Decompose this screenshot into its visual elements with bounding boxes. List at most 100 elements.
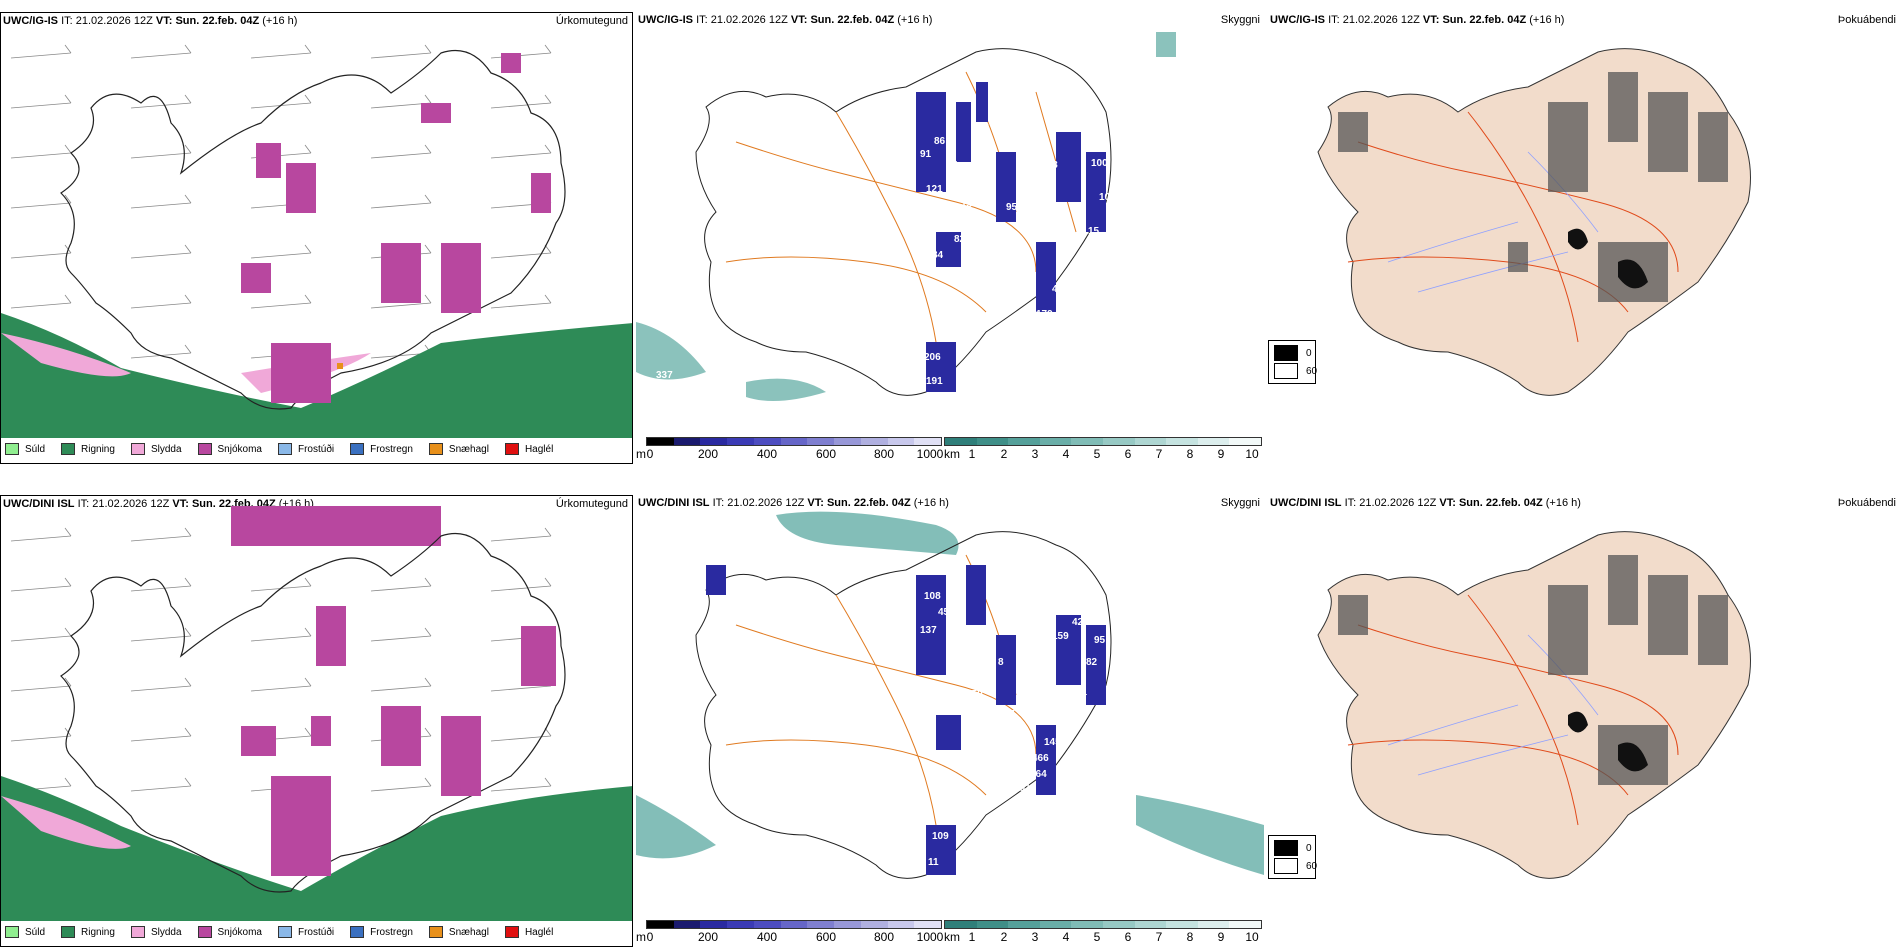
cloud-label: 82	[954, 234, 966, 245]
cloud-label: 42	[998, 116, 1010, 127]
cloudbase-unit: m	[636, 447, 646, 461]
cloud-label: 11	[1106, 212, 1117, 223]
cloud-label: 133	[998, 270, 1015, 281]
cloud-visibility-panel-top: UWC/IG-IS IT: 21.02.2026 12Z VT: Sun. 22…	[636, 12, 1264, 462]
cloud-label: 101	[1099, 192, 1116, 203]
cloud-label: 95	[1006, 202, 1018, 213]
cloud-label: 45	[938, 607, 950, 618]
panel-header: UWC/IG-IS IT: 21.02.2026 12Z VT: Sun. 22…	[638, 14, 933, 26]
cloud-label: 15	[946, 639, 958, 650]
cloud-label: 187	[998, 709, 1015, 720]
cloud-label: 410	[1052, 284, 1069, 295]
cloud-label: 82	[1086, 657, 1098, 668]
fog-index-panel-top: UWC/IG-IS IT: 21.02.2026 12Z VT: Sun. 22…	[1268, 12, 1900, 462]
cloud-label: 149	[1034, 595, 1051, 606]
legend-item-rigning: Rigning	[61, 443, 115, 455]
visibility-colorbar: km 1 2 3 4 5 6 7 8 9 10	[944, 437, 1262, 461]
cloud-label: 86	[1064, 298, 1076, 309]
cloud-label: 43	[1072, 599, 1084, 610]
panel-header: UWC/DINI ISL IT: 21.02.2026 12Z VT: Sun.…	[638, 497, 949, 509]
cloud-visibility-panel-bottom: UWC/DINI ISL IT: 21.02.2026 12Z VT: Sun.…	[636, 495, 1264, 945]
cloud-label: 120	[1040, 332, 1057, 343]
cloud-label: 145	[1044, 737, 1061, 748]
snow-top	[231, 506, 441, 546]
cloud-label: 264	[1030, 769, 1047, 780]
cloud-label: 86	[934, 136, 946, 147]
legend-item-snjokoma: Snjókoma	[197, 443, 262, 455]
cloud-label: 81	[1064, 721, 1076, 732]
cloud-label: 11	[1110, 234, 1121, 245]
cloud-label: 31	[1076, 687, 1088, 698]
cloud-label: 65	[991, 224, 1003, 235]
cloud-label: 18	[952, 272, 964, 283]
cloud-label: 168	[904, 831, 921, 842]
cloud-label: 189	[962, 707, 979, 718]
fog-index-panel-bottom: UWC/DINI ISL IT: 21.02.2026 12Z VT: Sun.…	[1268, 495, 1900, 945]
cloud-label: 137	[920, 625, 937, 636]
legend-item-frostudi: Frostúði	[277, 443, 334, 455]
cloud-label: 11	[928, 857, 939, 868]
panel-header: UWC/IG-IS IT: 21.02.2026 12Z VT: Sun. 22…	[3, 15, 298, 27]
cloud-label: 7	[1034, 130, 1040, 141]
cloud-label: 42	[1072, 617, 1084, 628]
cloud-label: 109	[932, 831, 949, 842]
cloud-label: 337	[656, 370, 673, 381]
cloud-label: 179	[1036, 309, 1053, 320]
legend-item-haglel: Haglél	[504, 926, 553, 938]
iceland-cloud-map: 90 108 45 137 156 15 184 201 51 138 149 …	[636, 511, 1264, 879]
cloud-label: 138	[1050, 579, 1067, 590]
legend-item-frostregn: Frostregn	[350, 926, 413, 938]
cloud-label: 168	[1041, 160, 1058, 171]
cloud-label: 67	[1054, 697, 1066, 708]
cloud-label: 163	[956, 176, 973, 187]
cloud-label: 8	[998, 657, 1004, 668]
cloud-label: 191	[926, 376, 943, 387]
legend-item-snaehagl: Snæhagl	[428, 926, 489, 938]
cloud-label: 28	[1036, 194, 1048, 205]
cloud-label: 95	[1094, 635, 1106, 646]
cloud-label: 466	[1032, 753, 1049, 764]
panel-title: Þokuábendi	[1837, 497, 1896, 509]
cloud-label: 231	[1012, 763, 1029, 774]
legend-item-rigning: Rigning	[61, 926, 115, 938]
cloud-label: 90	[726, 565, 738, 576]
precip-type-panel-bottom: UWC/DINI ISL IT: 21.02.2026 12Z VT: Sun.…	[0, 495, 633, 947]
visibility-unit: km	[944, 930, 960, 944]
cloud-label: 143	[1021, 104, 1038, 115]
panel-header: UWC/DINI ISL IT: 21.02.2026 12Z VT: Sun.…	[1270, 497, 1581, 509]
legend-item-slydda: Slydda	[130, 443, 182, 455]
cloud-label: 51	[1028, 579, 1040, 590]
iceland-outline	[60, 532, 566, 893]
visibility-colorbar: km 1 2 3 4 5 6 7 8 9 10	[944, 920, 1262, 944]
cloud-label: 84	[932, 250, 944, 261]
iceland-cloud-map: 337 91 86 41 121 163 13 134 143 42 72 7 …	[636, 32, 1176, 401]
legend-item-slydda: Slydda	[130, 926, 182, 938]
cloud-label: 182	[1032, 633, 1049, 644]
precip-legend: Súld Rigning Slydda Snjókoma Frostúði Fr…	[5, 443, 553, 455]
fog-legend: 0 60	[1268, 340, 1317, 384]
cloudbase-unit: m	[636, 930, 646, 944]
cloud-label: 18	[1076, 266, 1088, 277]
cloud-label: 108	[924, 591, 941, 602]
cloud-label: 134	[961, 199, 978, 210]
sleet-area	[1, 506, 401, 849]
legend-item-snaehagl: Snæhagl	[428, 443, 489, 455]
cloud-label: 206	[924, 352, 941, 363]
legend-item-snjokoma: Snjókoma	[197, 926, 262, 938]
precip-type-panel-top: UWC/IG-IS IT: 21.02.2026 12Z VT: Sun. 22…	[0, 12, 633, 464]
cloud-label: 100	[1091, 158, 1108, 169]
iceland-precip-map	[1, 44, 632, 438]
panel-title: Skyggni	[1220, 14, 1260, 26]
cloud-label: 91	[920, 149, 932, 160]
panel-title: Þokuábendi	[1837, 14, 1896, 26]
legend-item-frostregn: Frostregn	[350, 443, 413, 455]
legend-item-sud: Súld	[5, 443, 45, 455]
cloud-label: 136	[904, 366, 921, 377]
cloud-label: 150	[966, 689, 983, 700]
cloud-label: 159	[1052, 631, 1069, 642]
cloud-label: 191	[1014, 783, 1031, 794]
cloud-label: 15	[1088, 226, 1100, 237]
cloud-label: 88	[1061, 249, 1073, 260]
iceland-outline	[60, 49, 566, 410]
panel-header: UWC/IG-IS IT: 21.02.2026 12Z VT: Sun. 22…	[1270, 14, 1565, 26]
